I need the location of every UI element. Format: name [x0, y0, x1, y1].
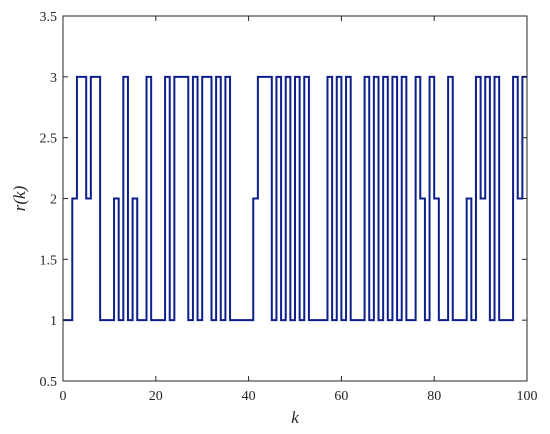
y-axis-label: r(k) — [10, 185, 29, 211]
x-tick-label: 60 — [334, 389, 348, 404]
y-tick-label: 1.5 — [40, 253, 58, 268]
y-tick-label: 3.5 — [40, 10, 58, 25]
series-layer — [63, 75, 527, 322]
x-axis-ticks: 0 20 40 60 80 100 — [60, 16, 538, 404]
x-tick-label: 80 — [427, 389, 441, 404]
y-tick-label: 1 — [50, 314, 57, 329]
y-tick-label: 2 — [50, 193, 57, 208]
y-tick-label: 3 — [50, 71, 57, 86]
x-tick-label: 40 — [242, 389, 256, 404]
x-tick-label: 20 — [149, 389, 163, 404]
y-axis-ticks: 0.5 1 1.5 2 2.5 3 3.5 — [40, 10, 527, 390]
series-line-0 — [63, 75, 527, 322]
x-axis-label: k — [291, 408, 299, 427]
y-tick-label: 2.5 — [40, 132, 58, 147]
y-tick-label: 0.5 — [40, 375, 58, 390]
x-tick-label: 100 — [517, 389, 538, 404]
x-tick-label: 0 — [60, 389, 67, 404]
